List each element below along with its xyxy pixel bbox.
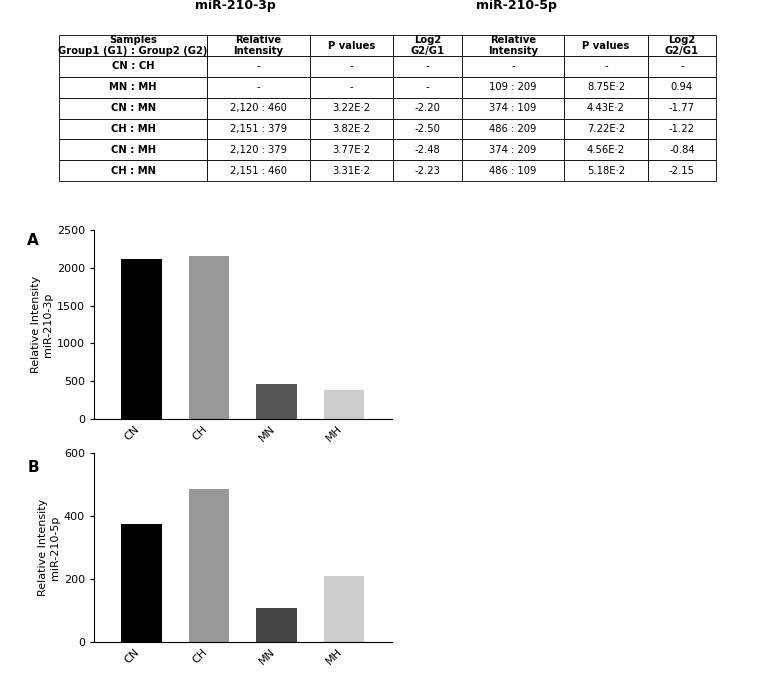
Bar xyxy=(256,608,297,642)
Y-axis label: Relative Intensity
miR-210-3p: Relative Intensity miR-210-3p xyxy=(31,276,52,373)
Bar xyxy=(121,259,161,419)
Text: miR-210-3p: miR-210-3p xyxy=(195,0,276,11)
Bar xyxy=(189,256,229,419)
Bar xyxy=(324,391,364,419)
Bar xyxy=(324,576,364,642)
Text: miR-210-5p: miR-210-5p xyxy=(476,0,557,11)
Text: B: B xyxy=(27,460,39,475)
Y-axis label: Relative Intensity
miR-210-5p: Relative Intensity miR-210-5p xyxy=(38,499,60,596)
Bar xyxy=(121,524,161,642)
Text: A: A xyxy=(27,233,39,248)
Bar xyxy=(256,384,297,419)
Bar xyxy=(189,489,229,642)
